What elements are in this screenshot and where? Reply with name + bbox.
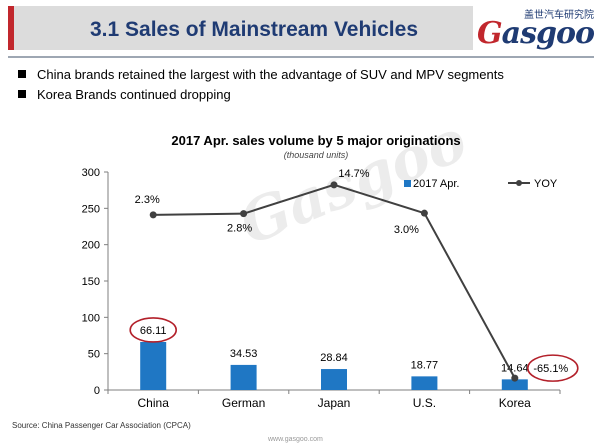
chart-subtitle: (thousand units) [284, 150, 349, 160]
legend-line-label: YOY [534, 178, 558, 190]
y-tick-label: 200 [82, 240, 100, 252]
slide-header: 3.1 Sales of Mainstream Vehicles 盖世汽车研究院… [0, 0, 600, 56]
x-category-label: China [138, 396, 170, 410]
y-tick-label: 300 [82, 167, 100, 179]
legend-line-marker [516, 180, 522, 186]
footer-url: www.gasgoo.com [268, 436, 323, 443]
yoy-point [240, 210, 248, 218]
yoy-point [330, 181, 338, 189]
sales-chart: 2017 Apr. sales volume by 5 major origin… [82, 133, 579, 410]
bullet-item: China brands retained the largest with t… [18, 64, 588, 84]
bar-value-label: 14.64 [501, 362, 529, 374]
bar-value-label: 28.84 [320, 352, 348, 364]
bullet-square-icon [18, 70, 26, 78]
yoy-point [149, 211, 157, 219]
yoy-value-label: 3.0% [394, 224, 419, 236]
y-tick-label: 0 [94, 385, 100, 397]
x-category-label: Japan [318, 396, 351, 410]
yoy-point [511, 374, 519, 382]
bar [411, 376, 438, 390]
x-category-label: U.S. [413, 396, 436, 410]
yoy-value-label: -65.1% [533, 363, 568, 375]
y-tick-label: 250 [82, 203, 100, 215]
yoy-value-label: 14.7% [338, 168, 369, 180]
legend-bar-swatch [404, 180, 411, 187]
bar-value-label: 34.53 [230, 348, 258, 360]
x-category-label: Korea [499, 396, 531, 410]
yoy-line [153, 183, 516, 379]
highlight-ellipse [526, 354, 579, 382]
bullet-text: Korea Brands continued dropping [37, 86, 231, 102]
y-tick-label: 150 [82, 276, 100, 288]
yoy-value-label: 2.8% [227, 223, 252, 235]
yoy-value-label: 2.3% [135, 194, 160, 206]
bullet-text: China brands retained the largest with t… [37, 66, 504, 82]
bar-value-label: 18.77 [411, 359, 439, 371]
bullet-list: China brands retained the largest with t… [18, 64, 588, 104]
y-tick-label: 100 [82, 312, 100, 324]
x-category-label: German [222, 396, 265, 410]
logo-wordmark: Gasgoo [477, 16, 595, 51]
gasgoo-logo: 盖世汽车研究院 Gasgoo [477, 6, 595, 51]
bar [140, 341, 167, 390]
legend-bar-label: 2017 Apr. [413, 178, 460, 190]
title-bar [8, 6, 473, 50]
bullet-item: Korea Brands continued dropping [18, 84, 588, 104]
title-accent [8, 6, 14, 50]
bar [501, 379, 528, 390]
logo-chinese-text: 盖世汽车研究院 [524, 10, 594, 21]
chart-title: 2017 Apr. sales volume by 5 major origin… [171, 133, 460, 148]
bar [230, 364, 257, 390]
slide-title: 3.1 Sales of Mainstream Vehicles [90, 18, 419, 41]
highlight-ellipse [129, 317, 177, 343]
yoy-point [420, 209, 428, 217]
header-divider [8, 56, 594, 58]
bar-value-label: 66.11 [140, 325, 167, 337]
source-note: Source: China Passenger Car Association … [12, 421, 191, 430]
y-tick-label: 50 [88, 349, 100, 361]
bar [321, 369, 347, 390]
bullet-square-icon [18, 90, 26, 98]
